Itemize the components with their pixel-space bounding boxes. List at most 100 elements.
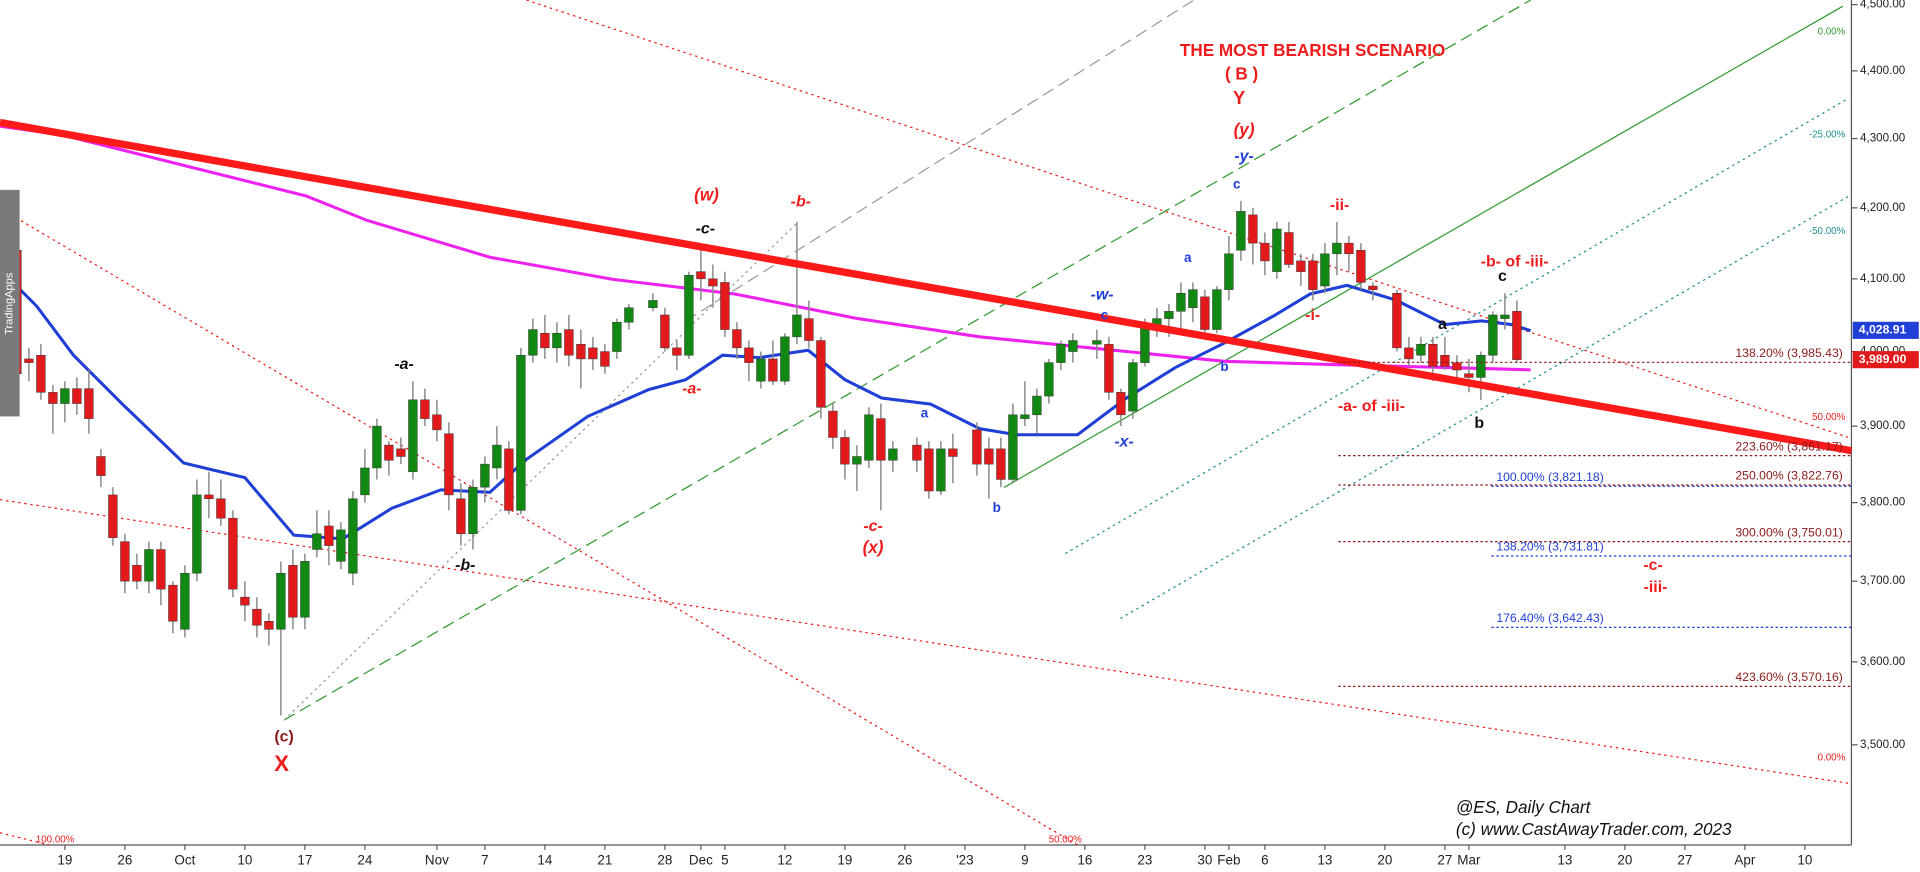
- x-tick-label: '23: [956, 852, 974, 867]
- candle-body: [1224, 253, 1234, 290]
- candle-body: [1044, 362, 1054, 397]
- candle-body: [1188, 289, 1198, 308]
- candle-body: [1332, 242, 1342, 255]
- y-tick-label: 4,300.00: [1860, 132, 1906, 145]
- candle-body: [48, 392, 58, 404]
- annotation: Y: [1233, 87, 1245, 108]
- candle-body: [228, 517, 238, 590]
- side-tab-label: TradingApps: [4, 272, 16, 335]
- x-tick-label: 20: [1617, 852, 1632, 867]
- channel-line: [1064, 97, 1850, 555]
- x-tick-label: 28: [657, 852, 672, 867]
- candle-body: [156, 549, 166, 590]
- candle-body: [948, 448, 958, 457]
- candle-body: [816, 340, 826, 408]
- annotation: (w): [694, 185, 719, 205]
- x-tick-label: 10: [237, 852, 252, 867]
- y-tick-label: 3,800.00: [1860, 496, 1906, 509]
- y-tick-label: 4,500.00: [1860, 0, 1906, 11]
- candle-body: [972, 429, 982, 465]
- annotation: -50.00%: [1809, 226, 1846, 237]
- annotation: -25.00%: [1809, 129, 1846, 140]
- candle-body: [456, 498, 466, 535]
- candle-body: [312, 533, 322, 550]
- candle-body: [600, 351, 610, 367]
- candle-body: [576, 343, 586, 360]
- candle-body: [1296, 260, 1306, 272]
- candle-body: [564, 329, 574, 356]
- candle-body: [540, 332, 550, 349]
- x-tick-label: 27: [1437, 852, 1452, 867]
- x-tick-label: 20: [1377, 852, 1392, 867]
- candle-body: [60, 388, 70, 404]
- level-label: 176.40% (3,642.43): [1496, 611, 1603, 625]
- x-tick-label: Oct: [174, 852, 195, 867]
- x-tick-label: 7: [481, 852, 488, 867]
- x-tick-label: 6: [1261, 852, 1268, 867]
- candle-body: [1020, 414, 1030, 419]
- candle-body: [936, 448, 946, 492]
- candle-body: [204, 494, 214, 500]
- annotation: (c) www.CastAwayTrader.com, 2023: [1456, 819, 1732, 839]
- annotation: -c-: [1643, 557, 1662, 574]
- x-tick-label: 19: [57, 852, 72, 867]
- candle-body: [612, 322, 622, 352]
- level-label: 250.00% (3,822.76): [1735, 469, 1842, 483]
- x-tick-label: 9: [1021, 852, 1028, 867]
- y-tick-label: 3,700.00: [1860, 574, 1906, 587]
- price-tag: [1852, 351, 1919, 369]
- candle-body: [492, 444, 502, 469]
- candle-body: [192, 494, 202, 574]
- candle-body: [480, 463, 490, 488]
- annotation: a: [921, 406, 929, 421]
- candle-body: [660, 314, 670, 349]
- candle-body: [924, 448, 934, 492]
- candle-body: [828, 410, 838, 438]
- annotation: -w-: [1091, 286, 1114, 303]
- moving-average: [5, 274, 1532, 541]
- candle-body: [360, 467, 370, 496]
- annotation: -c-: [696, 220, 715, 237]
- candle-body: [996, 448, 1006, 480]
- candle-body: [324, 525, 334, 546]
- candle-body: [552, 332, 562, 349]
- candle-body: [1440, 354, 1450, 367]
- candle-body: [1260, 242, 1270, 262]
- candle-body: [672, 347, 682, 356]
- candle-body: [36, 354, 46, 393]
- candle-body: [108, 494, 118, 538]
- candle-body: [300, 561, 310, 618]
- candle-body: [372, 425, 382, 469]
- candle-body: [864, 414, 874, 461]
- candle-body: [780, 336, 790, 382]
- candle-body: [1512, 311, 1522, 360]
- candle-body: [1272, 228, 1282, 272]
- candle-body: [240, 596, 250, 606]
- annotation: @ES, Daily Chart: [1456, 797, 1592, 817]
- x-tick-label: 12: [777, 852, 792, 867]
- candle-body: [1128, 362, 1138, 412]
- candle-body: [696, 271, 706, 280]
- candle-body: [144, 549, 154, 582]
- annotation: b: [1474, 415, 1484, 432]
- candle-body: [720, 282, 730, 330]
- annotation: b: [1220, 359, 1228, 374]
- candle-body: [408, 399, 418, 473]
- candle-body: [96, 456, 106, 476]
- candle-body: [1308, 260, 1318, 290]
- candle-body: [288, 565, 298, 618]
- candle-body: [624, 307, 634, 323]
- candle-body: [276, 572, 286, 630]
- x-tick-label: 13: [1557, 852, 1572, 867]
- candle-body: [336, 529, 346, 562]
- annotation: THE MOST BEARISH SCENARIO: [1180, 40, 1445, 60]
- price-tag-label: 4,028.91: [1859, 323, 1907, 337]
- annotation: c: [1233, 177, 1241, 192]
- candle-body: [1140, 325, 1150, 363]
- level-label: 423.60% (3,570.16): [1735, 670, 1842, 684]
- x-tick-label: 27: [1677, 852, 1692, 867]
- candle-body: [840, 437, 850, 465]
- x-tick-label: Mar: [1457, 852, 1481, 867]
- channel-line: [0, 207, 1078, 846]
